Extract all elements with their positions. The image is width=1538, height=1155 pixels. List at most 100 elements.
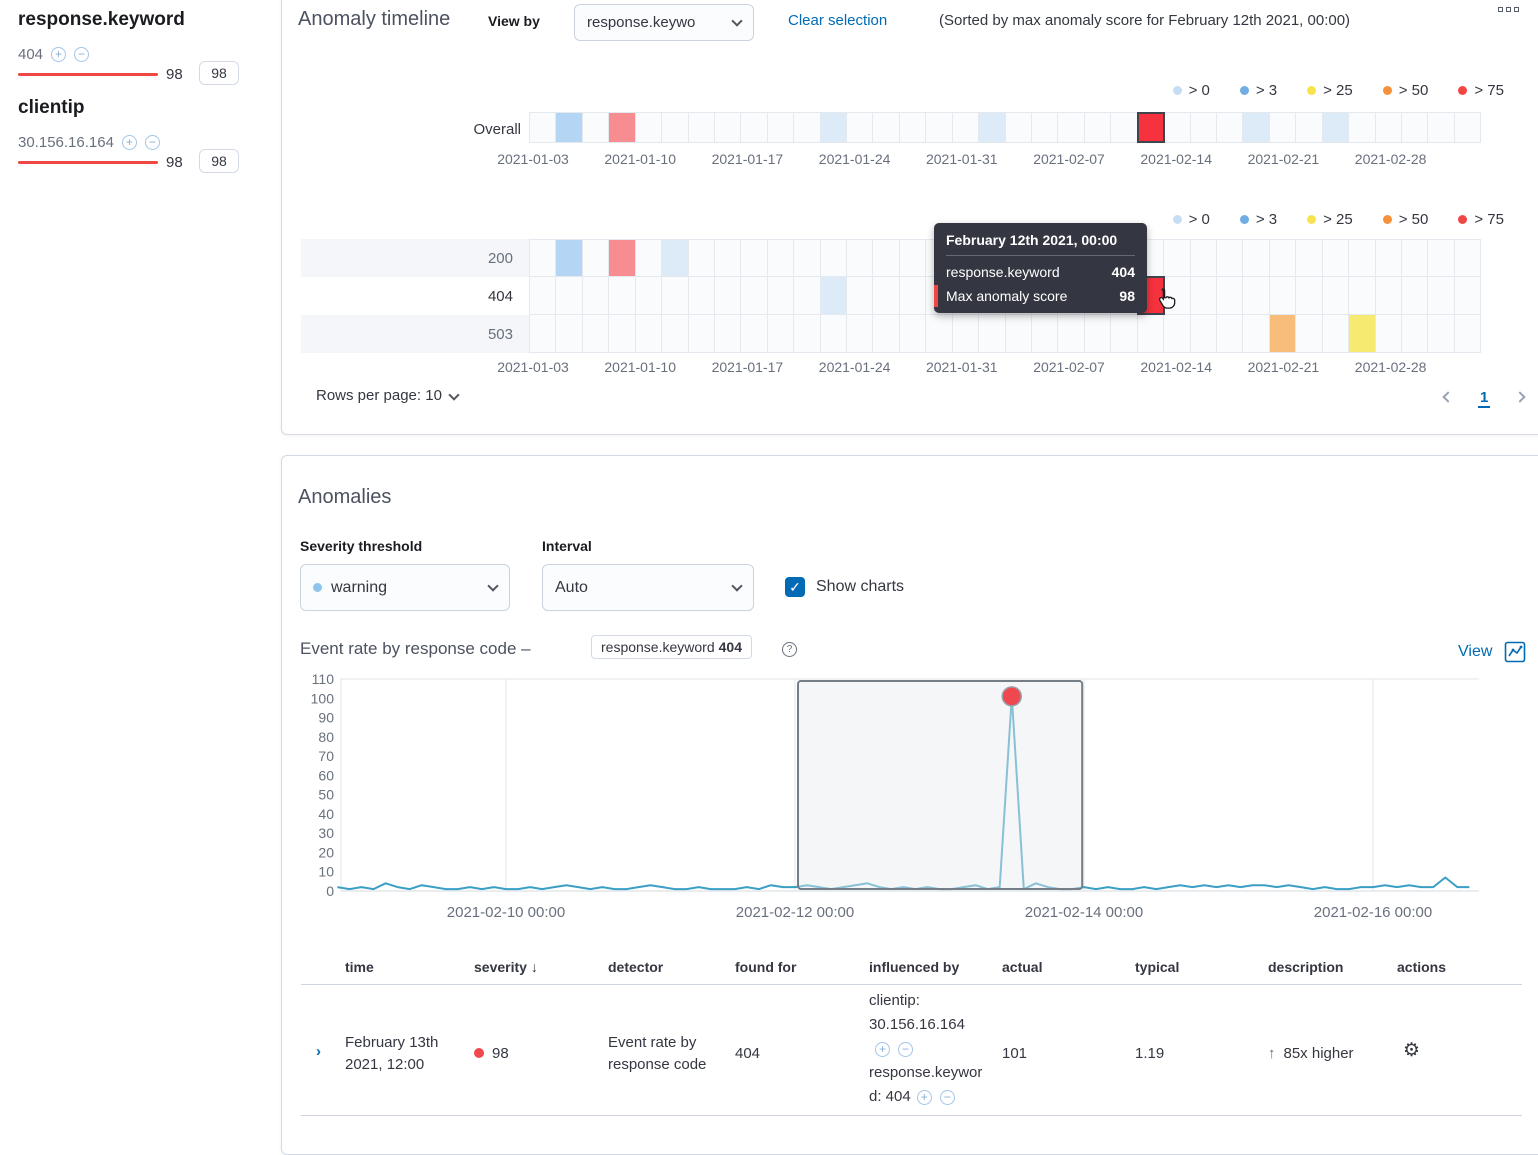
swimlane-cell[interactable] [1217, 240, 1244, 276]
swimlane-cell[interactable] [953, 315, 980, 352]
swimlane-cell[interactable] [689, 315, 715, 352]
swimlane-cell[interactable] [1270, 277, 1297, 314]
swimlane-cell[interactable] [873, 315, 900, 352]
chart-entity-badge[interactable]: response.keyword 404 [591, 635, 752, 659]
swimlane-cell[interactable] [1296, 315, 1323, 352]
row-expand-icon[interactable]: › [316, 1043, 321, 1060]
swimlane-cell[interactable] [1164, 240, 1191, 276]
swimlane-cell[interactable] [1349, 277, 1376, 314]
swimlane-cell[interactable] [1270, 113, 1297, 142]
swimlane-cell[interactable] [1455, 240, 1480, 276]
add-filter-icon[interactable]: + [875, 1042, 890, 1057]
swimlane-row-label[interactable]: 200 [301, 239, 529, 277]
swimlane-cell[interactable] [556, 277, 583, 314]
column-header-time[interactable]: time [345, 959, 374, 975]
add-filter-icon[interactable]: + [916, 1090, 932, 1105]
swimlane-cell[interactable] [715, 240, 742, 276]
column-header-actions[interactable]: actions [1397, 959, 1447, 975]
swimlane-cell[interactable] [794, 315, 821, 352]
swimlane-cell[interactable] [847, 277, 874, 314]
remove-filter-icon[interactable]: − [144, 135, 160, 150]
swimlane-cell[interactable] [530, 240, 557, 276]
swimlane-cell[interactable] [556, 113, 583, 142]
swimlane-cell[interactable] [1323, 315, 1350, 352]
swimlane-cell[interactable] [1402, 277, 1429, 314]
swimlane-cell[interactable] [1376, 277, 1402, 314]
swimlane-cell[interactable] [873, 277, 900, 314]
column-header-found-for[interactable]: found for [735, 959, 797, 975]
help-icon[interactable]: ? [782, 642, 797, 657]
swimlane-cell[interactable] [1111, 113, 1138, 142]
swimlane-cell[interactable] [1138, 315, 1165, 352]
swimlane-cell[interactable] [1191, 113, 1217, 142]
swimlane-cell[interactable] [1323, 277, 1350, 314]
swimlane-cell[interactable] [1032, 315, 1059, 352]
swimlane-cell[interactable] [768, 240, 795, 276]
swimlane-cell[interactable] [662, 277, 689, 314]
swimlane-cell[interactable] [1376, 240, 1402, 276]
swimlane-cell[interactable] [1428, 240, 1455, 276]
swimlane-cell[interactable] [900, 315, 927, 352]
swimlane-cell[interactable] [636, 315, 663, 352]
swimlane-cell[interactable] [609, 240, 636, 276]
swimlane-cell[interactable] [1402, 315, 1429, 352]
swimlane-cell[interactable] [1402, 113, 1429, 142]
swimlane-cell[interactable] [1349, 240, 1376, 276]
swimlane-cell[interactable] [715, 113, 742, 142]
swimlane-cell[interactable] [1164, 315, 1191, 352]
event-rate-chart[interactable]: 2021-02-10 00:00 2021-02-12 00:00 2021-02-… [301, 669, 1501, 927]
swimlane-cell[interactable] [1243, 315, 1270, 352]
swimlane-cell[interactable] [1323, 240, 1350, 276]
view-link[interactable]: View [1458, 643, 1493, 660]
swimlane-cell[interactable] [1296, 277, 1323, 314]
swimlane-cell[interactable] [794, 113, 821, 142]
swimlane-cell[interactable] [794, 277, 821, 314]
severity-threshold-select[interactable]: warning [300, 564, 510, 611]
column-header-severity[interactable]: severity ↓ [474, 959, 538, 975]
swimlane-cell[interactable] [1269, 315, 1297, 352]
swimlane-cell[interactable] [1191, 277, 1217, 314]
swimlane-cell[interactable] [741, 315, 768, 352]
swimlane-cell[interactable] [1243, 240, 1270, 276]
swimlane-cell[interactable] [689, 240, 715, 276]
row-actions-gear-icon[interactable]: ⚙ [1403, 1040, 1421, 1061]
swimlane-cell[interactable] [1428, 113, 1455, 142]
swimlane-cell[interactable] [1217, 113, 1244, 142]
swimlane-cell[interactable] [609, 315, 636, 352]
swimlane-cell[interactable] [636, 240, 663, 276]
swimlane-cell[interactable] [1006, 113, 1033, 142]
swimlane-cell[interactable] [1296, 113, 1323, 142]
column-header-detector[interactable]: detector [608, 959, 664, 975]
swimlane-cell[interactable] [768, 315, 795, 352]
swimlane-cell[interactable] [847, 315, 874, 352]
remove-filter-icon[interactable]: − [74, 47, 90, 62]
swimlane-cell[interactable] [662, 113, 689, 142]
swimlane-cell[interactable] [1085, 113, 1112, 142]
swimlane-cell[interactable] [1322, 113, 1350, 142]
swimlane-cell[interactable] [1349, 113, 1376, 142]
swimlane-cell[interactable] [1428, 277, 1455, 314]
swimlane-cell[interactable] [900, 277, 927, 314]
swimlane-cell[interactable] [741, 113, 768, 142]
swimlane-cell[interactable] [662, 315, 689, 352]
swimlane-cell[interactable] [715, 277, 742, 314]
show-charts-checkbox[interactable]: ✓ [785, 577, 805, 597]
swimlane-cell[interactable] [1191, 315, 1217, 352]
swimlane-cell[interactable] [556, 315, 583, 352]
swimlane-cell[interactable] [662, 240, 689, 276]
swimlane-cell[interactable] [583, 315, 610, 352]
swimlane-cell[interactable] [1376, 113, 1402, 142]
swimlane-cell[interactable] [1058, 315, 1085, 352]
chart-view-icon[interactable] [1504, 641, 1526, 663]
swimlane-cell[interactable] [979, 113, 1006, 142]
swimlane-cell-selected[interactable] [1136, 112, 1166, 143]
swimlane-cell[interactable] [1243, 277, 1270, 314]
add-filter-icon[interactable]: + [121, 135, 137, 150]
swimlane-cell[interactable] [794, 240, 821, 276]
swimlane-cell[interactable] [1455, 277, 1480, 314]
swimlane-cell[interactable] [768, 277, 795, 314]
swimlane-cell[interactable] [741, 240, 768, 276]
swimlane-row-label[interactable]: 404 [487, 287, 513, 305]
swimlane-cell[interactable] [715, 315, 742, 352]
swimlane-cell[interactable] [1217, 315, 1244, 352]
